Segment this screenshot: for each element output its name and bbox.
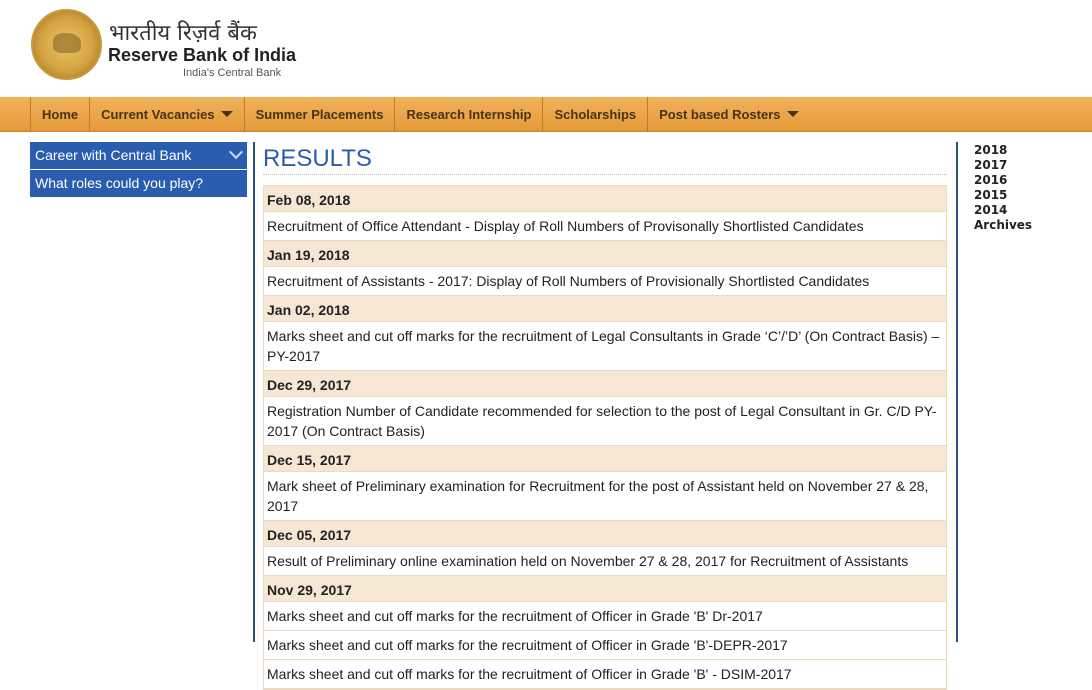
- date-header: Nov 29, 2017: [264, 576, 946, 602]
- divider: [956, 142, 958, 642]
- results-table: Feb 08, 2018 Recruitment of Office Attend…: [263, 185, 947, 690]
- result-link[interactable]: Recruitment of Office Attendant - Displa…: [264, 212, 946, 241]
- chevron-down-icon[interactable]: [228, 144, 244, 160]
- nav-item-post-based-rosters[interactable]: Post based Rosters: [647, 97, 809, 131]
- date-header: Jan 19, 2018: [264, 241, 946, 267]
- year-links: 2018 2017 2016 2015 2014 Archives: [974, 143, 1032, 233]
- result-link[interactable]: Marks sheet and cut off marks for the re…: [264, 660, 946, 689]
- sidebar-item-career[interactable]: Career with Central Bank: [30, 142, 247, 169]
- sidebar-item-label: Career with Central Bank: [35, 147, 192, 163]
- nav-label: Summer Placements: [255, 106, 384, 122]
- site-header: भारतीय रिज़र्व बैंक Reserve Bank of Indi…: [0, 0, 1092, 97]
- sidebar: Career with Central Bank What roles coul…: [30, 142, 247, 198]
- date-header: Dec 15, 2017: [264, 446, 946, 472]
- nav-item-summer-placements[interactable]: Summer Placements: [243, 97, 395, 131]
- year-link[interactable]: 2016: [974, 173, 1008, 187]
- year-link[interactable]: Archives: [974, 218, 1033, 232]
- result-link[interactable]: Recruitment of Assistants - 2017: Displa…: [264, 267, 946, 296]
- nav-label: Scholarships: [554, 106, 637, 122]
- year-link[interactable]: 2014: [974, 203, 1008, 217]
- sidebar-item-label: What roles could you play?: [35, 175, 204, 191]
- result-link[interactable]: Result of Preliminary online examination…: [264, 547, 946, 576]
- nav-item-current-vacancies[interactable]: Current Vacancies: [89, 97, 243, 131]
- result-link[interactable]: Marks sheet and cut off marks for the re…: [264, 602, 946, 631]
- tagline: India's Central Bank: [183, 67, 282, 79]
- date-header: Dec 05, 2017: [264, 521, 946, 547]
- page-title: RESULTS: [263, 145, 947, 175]
- nav-item-home[interactable]: Home: [30, 97, 89, 131]
- nav-label: Home: [42, 106, 79, 122]
- nav-label: Research Internship: [406, 106, 532, 122]
- divider: [253, 142, 255, 642]
- result-link[interactable]: Marks sheet and cut off marks for the re…: [264, 322, 946, 371]
- caret-down-icon[interactable]: [220, 111, 233, 117]
- sidebar-item-roles[interactable]: What roles could you play?: [30, 170, 247, 197]
- year-link[interactable]: 2018: [974, 143, 1008, 157]
- rbi-logo[interactable]: [31, 9, 102, 80]
- result-link[interactable]: Marks sheet and cut off marks for the re…: [264, 631, 946, 660]
- site-name[interactable]: Reserve Bank of India: [108, 45, 297, 65]
- result-link[interactable]: Mark sheet of Preliminary examination fo…: [264, 472, 946, 521]
- nav-label: Post based Rosters: [659, 106, 781, 122]
- nav-item-research-internship[interactable]: Research Internship: [394, 97, 542, 131]
- date-header: Feb 08, 2018: [264, 186, 946, 212]
- nav-label: Current Vacancies: [101, 106, 215, 122]
- results-section: RESULTS Feb 08, 2018 Recruitment of Offic…: [263, 145, 947, 690]
- site-name-hindi[interactable]: भारतीय रिज़र्व बैंक: [109, 21, 257, 46]
- result-link[interactable]: Registration Number of Candidate recomme…: [264, 397, 946, 446]
- date-header: Jan 02, 2018: [264, 296, 946, 322]
- main-nav: Home Current Vacancies Summer Placements Re…: [0, 97, 1092, 132]
- date-header: Dec 29, 2017: [264, 371, 946, 397]
- nav-item-scholarships[interactable]: Scholarships: [542, 97, 647, 131]
- year-link[interactable]: 2015: [974, 188, 1008, 202]
- year-link[interactable]: 2017: [974, 158, 1008, 172]
- caret-down-icon[interactable]: [786, 111, 799, 117]
